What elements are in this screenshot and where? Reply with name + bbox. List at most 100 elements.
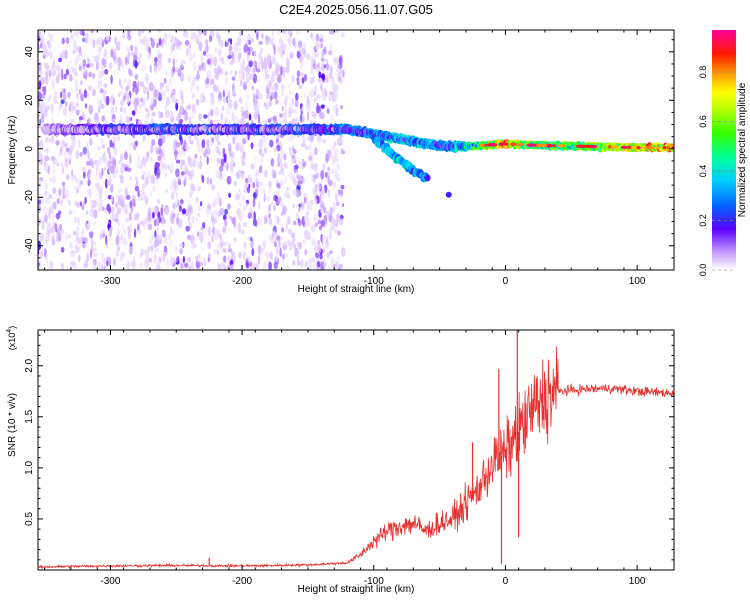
noise-cell <box>281 91 284 98</box>
noise-cell <box>284 252 289 258</box>
noise-cell <box>196 98 200 106</box>
noise-cell <box>341 203 345 208</box>
noise-cell <box>49 103 54 108</box>
noise-cell <box>71 118 76 126</box>
noise-cell <box>108 206 111 214</box>
noise-cell <box>45 238 48 245</box>
noise-cell <box>111 183 114 188</box>
noise-cell <box>238 69 244 75</box>
noise-cell <box>175 168 180 178</box>
noise-cell <box>52 201 57 210</box>
noise-cell <box>274 99 279 105</box>
noise-cell <box>133 45 138 56</box>
noise-cell <box>72 231 77 236</box>
noise-cell <box>332 55 335 60</box>
noise-cell <box>147 245 150 252</box>
noise-cell <box>138 103 143 111</box>
noise-cell <box>128 68 131 75</box>
noise-cell <box>179 118 183 124</box>
noise-cell <box>130 44 134 52</box>
noise-cell <box>200 54 204 63</box>
noise-cell <box>241 229 245 235</box>
noise-cell <box>198 231 204 241</box>
noise-cell <box>82 37 86 43</box>
noise-cell <box>205 208 210 215</box>
noise-cell <box>145 73 149 83</box>
noise-cell <box>219 237 224 245</box>
noise-cell <box>217 190 220 201</box>
noise-cell <box>107 146 111 154</box>
noise-cell <box>77 179 82 189</box>
noise-cell <box>38 36 41 42</box>
noise-cell <box>258 244 261 255</box>
ridge-hotspot <box>630 145 637 150</box>
noise-cell <box>134 59 138 69</box>
noise-cell <box>263 137 268 142</box>
noise-cell <box>38 199 41 205</box>
noise-cell <box>327 166 331 171</box>
noise-cell <box>280 66 283 76</box>
noise-cell <box>118 91 123 96</box>
noise-cell <box>330 114 335 122</box>
noise-cell <box>105 235 108 246</box>
noise-cell <box>284 103 288 113</box>
noise-cell <box>260 187 266 194</box>
noise-cell <box>40 250 44 259</box>
noise-cell <box>213 209 218 219</box>
noise-cell <box>44 182 49 189</box>
noise-cell <box>157 30 162 33</box>
noise-cell <box>201 64 206 72</box>
noise-cell <box>322 139 326 144</box>
noise-cell <box>95 165 99 176</box>
noise-cell <box>166 258 170 268</box>
noise-cell <box>330 67 334 75</box>
noise-cell <box>91 199 95 206</box>
noise-cell <box>271 31 274 37</box>
noise-cell <box>228 248 233 253</box>
noise-cell <box>131 51 135 56</box>
noise-cell <box>71 133 74 144</box>
noise-cell <box>101 168 104 176</box>
noise-cell <box>304 73 307 82</box>
noise-cell <box>78 254 81 262</box>
noise-cell <box>84 34 88 44</box>
noise-cell <box>192 50 196 60</box>
noise-cell <box>246 94 250 99</box>
noise-cell <box>342 250 345 256</box>
noise-cell <box>292 203 295 209</box>
noise-cell <box>201 175 205 184</box>
noise-cell <box>205 44 209 53</box>
noise-cell <box>81 236 86 243</box>
noise-cell <box>132 141 136 146</box>
noise-cell <box>73 263 78 270</box>
y-tick-label: 1.0 <box>24 460 35 474</box>
noise-cell <box>268 235 273 241</box>
noise-cell <box>105 95 110 106</box>
noise-cell <box>328 49 333 56</box>
noise-cell <box>203 30 207 36</box>
noise-cell <box>156 162 161 168</box>
noise-cell <box>51 64 54 73</box>
noise-cell <box>187 212 190 223</box>
noise-cell <box>89 137 93 146</box>
noise-cell <box>74 71 78 77</box>
noise-cell <box>212 248 217 255</box>
noise-cell <box>53 90 58 98</box>
noise-cell <box>338 135 343 145</box>
noise-cell <box>217 34 222 43</box>
noise-cell <box>229 70 233 75</box>
noise-cell <box>71 168 74 177</box>
noise-cell <box>108 35 112 43</box>
noise-cell <box>197 203 201 212</box>
noise-cell <box>190 112 194 119</box>
noise-cell <box>38 204 41 214</box>
noise-cell <box>186 30 189 39</box>
noise-cell <box>242 138 246 145</box>
noise-cell <box>170 44 174 54</box>
noise-cell <box>258 165 263 174</box>
noise-cell <box>322 163 326 172</box>
noise-cell <box>198 30 201 38</box>
noise-cell <box>300 201 305 211</box>
noise-cell <box>265 196 271 202</box>
y-tick-label: 0.5 <box>24 512 35 526</box>
